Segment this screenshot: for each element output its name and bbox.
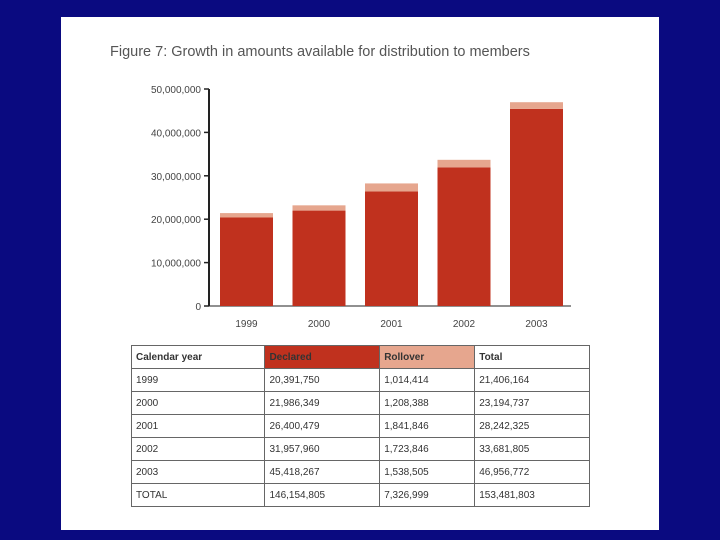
table-row: 2001 26,400,479 1,841,846 28,242,325 bbox=[130, 414, 590, 438]
cell-rollover: 1,538,505 bbox=[379, 460, 476, 484]
y-tick-label: 0 bbox=[195, 302, 201, 313]
cell-total: 21,406,164 bbox=[474, 368, 590, 392]
cell-rollover: 7,326,999 bbox=[379, 483, 476, 507]
header-declared: Declared bbox=[264, 345, 381, 369]
bar-rollover bbox=[292, 205, 346, 211]
bar-rollover bbox=[220, 213, 273, 218]
cell-declared: 26,400,479 bbox=[264, 414, 381, 438]
x-tick-label: 2001 bbox=[380, 319, 403, 330]
cell-year: 2003 bbox=[130, 460, 266, 484]
table-header-row: Calendar year Declared Rollover Total bbox=[130, 345, 590, 369]
bar-rollover bbox=[437, 159, 491, 168]
cell-year: 2001 bbox=[130, 414, 266, 438]
header-calendar-year: Calendar year bbox=[130, 345, 266, 369]
bar-rollover bbox=[510, 102, 563, 109]
cell-declared: 45,418,267 bbox=[264, 460, 381, 484]
x-tick-label: 2000 bbox=[308, 319, 331, 330]
x-tick-label: 2003 bbox=[525, 319, 548, 330]
cell-total: 23,194,737 bbox=[474, 391, 590, 415]
table-row: 2000 21,986,349 1,208,388 23,194,737 bbox=[130, 391, 590, 415]
y-tick-label: 50,000,000 bbox=[151, 85, 201, 96]
bar-declared bbox=[437, 167, 491, 306]
bar-declared bbox=[510, 108, 563, 306]
cell-year: 2002 bbox=[130, 437, 266, 461]
figure-card: Figure 7: Growth in amounts available fo… bbox=[61, 17, 659, 530]
x-tick-label: 1999 bbox=[235, 319, 258, 330]
cell-year: 2000 bbox=[130, 391, 266, 415]
cell-rollover: 1,208,388 bbox=[379, 391, 476, 415]
cell-rollover: 1,014,414 bbox=[379, 368, 476, 392]
cell-total: 153,481,803 bbox=[474, 483, 590, 507]
cell-rollover: 1,723,846 bbox=[379, 437, 476, 461]
figure-title: Figure 7: Growth in amounts available fo… bbox=[110, 44, 530, 60]
cell-rollover: 1,841,846 bbox=[379, 414, 476, 438]
header-rollover: Rollover bbox=[379, 345, 476, 369]
y-tick-label: 40,000,000 bbox=[151, 128, 201, 139]
cell-year: 1999 bbox=[130, 368, 266, 392]
cell-declared: 146,154,805 bbox=[264, 483, 381, 507]
table-row: 2002 31,957,960 1,723,846 33,681,805 bbox=[130, 437, 590, 461]
cell-total: 46,956,772 bbox=[474, 460, 590, 484]
y-tick-label: 20,000,000 bbox=[151, 215, 201, 226]
cell-declared: 21,986,349 bbox=[264, 391, 381, 415]
bar-rollover bbox=[365, 183, 418, 192]
table-row: 1999 20,391,750 1,014,414 21,406,164 bbox=[130, 368, 590, 392]
cell-total: 28,242,325 bbox=[474, 414, 590, 438]
stacked-bar-chart: 0 10,000,000 20,000,000 30,000,000 40,000,00… bbox=[151, 85, 571, 330]
table-total-row: TOTAL 146,154,805 7,326,999 153,481,803 bbox=[130, 483, 590, 507]
bar-declared bbox=[292, 210, 346, 306]
bar-declared bbox=[220, 217, 273, 306]
table-row: 2003 45,418,267 1,538,505 46,956,772 bbox=[130, 460, 590, 484]
y-tick-label: 30,000,000 bbox=[151, 172, 201, 183]
cell-declared: 20,391,750 bbox=[264, 368, 381, 392]
header-total: Total bbox=[474, 345, 590, 369]
y-tick-label: 10,000,000 bbox=[151, 259, 201, 270]
x-tick-label: 2002 bbox=[453, 319, 476, 330]
cell-total: 33,681,805 bbox=[474, 437, 590, 461]
cell-year: TOTAL bbox=[130, 483, 266, 507]
data-table: Calendar year Declared Rollover Total 19… bbox=[130, 345, 590, 507]
bar-declared bbox=[365, 191, 418, 306]
cell-declared: 31,957,960 bbox=[264, 437, 381, 461]
